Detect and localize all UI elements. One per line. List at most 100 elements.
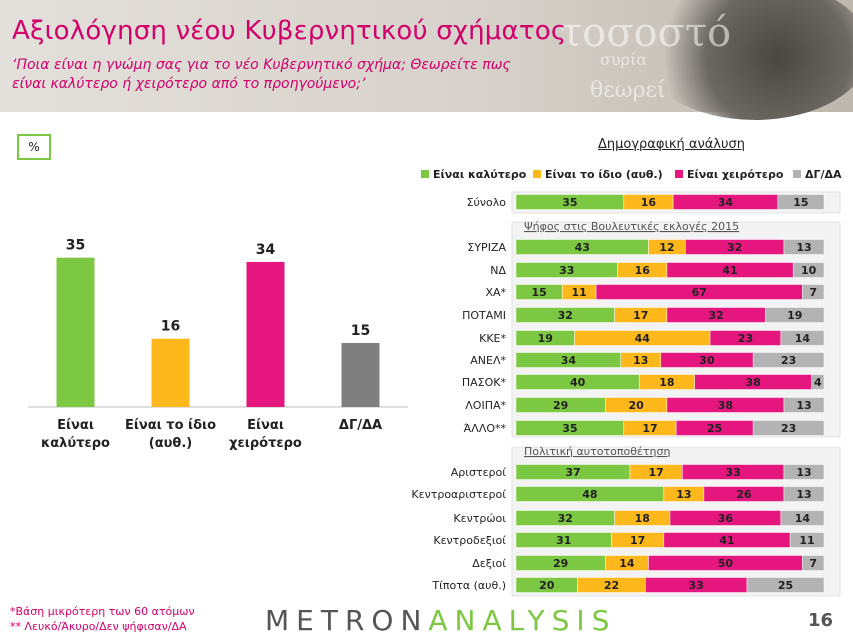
data-label: 34 bbox=[256, 242, 276, 258]
row-label: Αριστεροί bbox=[451, 466, 506, 479]
segment-value: 38 bbox=[746, 376, 761, 389]
footnote: *Βάση μικρότερη των 60 ατόμων bbox=[10, 605, 195, 618]
stacked-segment bbox=[802, 284, 825, 300]
segment-value: 23 bbox=[738, 332, 753, 345]
segment-value: 35 bbox=[562, 196, 577, 209]
segment-value: 15 bbox=[793, 196, 808, 209]
segment-value: 15 bbox=[531, 286, 546, 299]
row-label: Κεντροδεξιοί bbox=[433, 534, 506, 547]
stacked-segment bbox=[783, 486, 825, 502]
segment-value: 41 bbox=[719, 534, 734, 547]
segment-value: 30 bbox=[699, 354, 715, 367]
segment-value: 36 bbox=[718, 512, 734, 525]
segment-value: 34 bbox=[718, 196, 734, 209]
segment-value: 14 bbox=[619, 557, 635, 570]
decorative-watermark: συρία bbox=[600, 50, 648, 69]
stacked-segment bbox=[765, 307, 825, 323]
segment-value: 44 bbox=[635, 332, 651, 345]
segment-value: 13 bbox=[633, 354, 648, 367]
segment-value: 34 bbox=[561, 354, 577, 367]
stacked-segment bbox=[792, 262, 825, 278]
segment-value: 19 bbox=[538, 332, 553, 345]
decorative-watermark: θεωρεί bbox=[590, 78, 666, 103]
segment-value: 7 bbox=[809, 286, 817, 299]
legend-label: Είναι το ίδιο (αυθ.) bbox=[545, 168, 663, 181]
row-label: Τίποτα (αυθ.) bbox=[431, 579, 506, 592]
category-label: καλύτερο bbox=[41, 436, 110, 451]
segment-value: 11 bbox=[799, 534, 814, 547]
segment-value: 10 bbox=[801, 264, 817, 277]
bar bbox=[56, 257, 95, 407]
segment-value: 32 bbox=[558, 309, 573, 322]
decorative-watermark: τοσοστό bbox=[560, 10, 732, 56]
header-band: τοσοστό θεωρεί συρία Αξιολόγηση νέου Κυβ… bbox=[0, 0, 853, 120]
segment-value: 25 bbox=[778, 579, 793, 592]
stacked-segment bbox=[746, 577, 825, 593]
category-label: Είναι bbox=[57, 418, 94, 433]
segment-value: 50 bbox=[718, 557, 734, 570]
group-heading: Πολιτική αυτοτοποθέτηση bbox=[524, 445, 670, 458]
segment-value: 26 bbox=[736, 488, 752, 501]
legend-swatch bbox=[421, 170, 429, 178]
row-label: ΝΔ bbox=[490, 264, 506, 277]
demographics-title: Δημογραφική ανάλυση bbox=[598, 137, 745, 152]
category-label: (αυθ.) bbox=[149, 436, 192, 451]
segment-value: 17 bbox=[633, 309, 648, 322]
segment-value: 19 bbox=[787, 309, 802, 322]
legend-swatch bbox=[533, 170, 541, 178]
row-label: Κεντρώοι bbox=[453, 512, 506, 525]
segment-value: 4 bbox=[814, 376, 822, 389]
segment-value: 25 bbox=[707, 422, 722, 435]
row-label: ΧΑ* bbox=[485, 286, 506, 299]
row-label: ΚΚΕ* bbox=[479, 332, 506, 345]
row-label: ΛΟΙΠΑ* bbox=[465, 399, 506, 412]
stacked-segment bbox=[783, 464, 825, 480]
segment-value: 33 bbox=[689, 579, 704, 592]
legend-swatch bbox=[793, 170, 801, 178]
segment-value: 14 bbox=[795, 512, 811, 525]
stacked-segment bbox=[783, 239, 825, 255]
data-label: 35 bbox=[66, 238, 85, 254]
row-label: ΠΑΣΟΚ* bbox=[462, 376, 507, 389]
legend-label: Είναι καλύτερο bbox=[433, 168, 527, 181]
segment-value: 7 bbox=[809, 557, 817, 570]
row-label: ΠΟΤΑΜΙ bbox=[462, 309, 506, 322]
stacked-segment bbox=[811, 374, 825, 390]
segment-value: 67 bbox=[692, 286, 707, 299]
segment-value: 32 bbox=[558, 512, 573, 525]
stacked-segment bbox=[802, 555, 825, 571]
subtitle-line: είναι καλύτερο ή χειρότερο από το προηγο… bbox=[12, 76, 366, 92]
footnotes: *Βάση μικρότερη των 60 ατόμων ** Λευκό/Ά… bbox=[10, 604, 195, 634]
stacked-segment bbox=[789, 532, 825, 548]
segment-value: 16 bbox=[635, 264, 651, 277]
footnote: ** Λευκό/Άκυρο/Δεν ψήφισαν/ΔΑ bbox=[10, 620, 187, 633]
brand-logo: METRONANALYSIS bbox=[265, 604, 616, 637]
row-label: Σύνολο bbox=[467, 196, 507, 209]
segment-value: 37 bbox=[565, 466, 580, 479]
segment-value: 29 bbox=[553, 399, 568, 412]
stacked-segment bbox=[777, 194, 825, 210]
segment-value: 33 bbox=[559, 264, 574, 277]
page-title: Αξιολόγηση νέου Κυβερνητικού σχήματος bbox=[12, 16, 567, 46]
brand-part: ANALYSIS bbox=[428, 604, 617, 637]
segment-value: 48 bbox=[582, 488, 597, 501]
segment-value: 17 bbox=[630, 534, 645, 547]
segment-value: 17 bbox=[642, 422, 657, 435]
stacked-segment bbox=[752, 420, 825, 436]
segment-value: 20 bbox=[628, 399, 644, 412]
stacked-segment bbox=[783, 397, 825, 413]
unit-box: % bbox=[17, 134, 51, 160]
segment-value: 13 bbox=[796, 488, 811, 501]
segment-value: 35 bbox=[562, 422, 577, 435]
segment-value: 18 bbox=[635, 512, 650, 525]
segment-value: 11 bbox=[571, 286, 586, 299]
segment-value: 33 bbox=[725, 466, 740, 479]
segment-value: 13 bbox=[796, 466, 811, 479]
decorative-coin-image bbox=[640, 0, 853, 120]
subtitle-line: ‘Ποια είναι η γνώμη σας για το νέο Κυβερ… bbox=[12, 57, 511, 73]
page-number: 16 bbox=[808, 610, 834, 631]
segment-value: 18 bbox=[659, 376, 674, 389]
segment-value: 13 bbox=[676, 488, 691, 501]
segment-value: 41 bbox=[722, 264, 737, 277]
